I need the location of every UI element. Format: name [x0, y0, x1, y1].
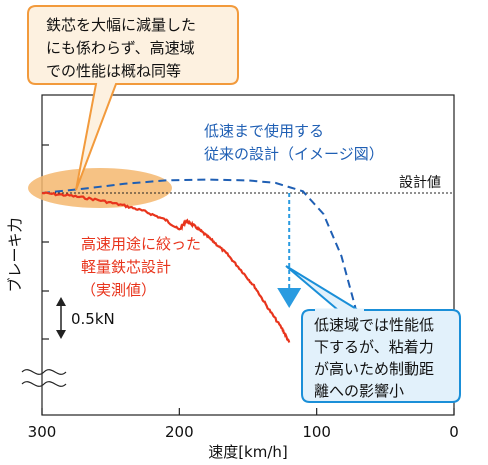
scale-bar: 0.5kN [56, 297, 115, 339]
lightweight-core-series [41, 191, 291, 343]
high-speed-highlight [28, 168, 172, 208]
x-axis-ticks [41, 408, 455, 415]
axis-break-icon [21, 369, 67, 387]
x-tick-label: 200 [165, 423, 194, 441]
bottom-callout: 低速域では性能低 下するが、粘着力 が高いため制動距 離への影響小 [285, 265, 461, 403]
design-value-label: 設計値 [399, 175, 441, 191]
x-tick-labels: 300 200 100 0 [28, 423, 459, 441]
bottom-callout-text: が高いため制動距 [314, 360, 434, 378]
measured-label-line: （実測値） [81, 281, 156, 299]
top-callout-text: 鉄芯を大幅に減量した [46, 16, 196, 34]
measured-series-label: 高速用途に絞った 軽量鉄芯設計 （実測値） [81, 235, 201, 299]
bottom-callout-text: 離への影響小 [314, 382, 404, 400]
top-callout-text: での性能は概ね同等 [46, 62, 181, 80]
x-axis-label: 速度[km/h] [208, 443, 288, 461]
conventional-series-label: 低速まで使用する 従来の設計（イメージ図） [204, 122, 384, 163]
x-tick-label: 100 [302, 423, 331, 441]
conventional-label-line: 従来の設計（イメージ図） [204, 145, 384, 163]
x-tick-label: 0 [449, 423, 459, 441]
bottom-callout-text: 低速域では性能低 [314, 316, 434, 334]
top-callout: 鉄芯を大幅に減量した にも係わらず、高速域 での性能は概ね同等 [27, 5, 239, 191]
scale-bar-label: 0.5kN [71, 310, 115, 328]
conventional-label-line: 低速まで使用する [204, 122, 324, 140]
measured-label-line: 高速用途に絞った [81, 235, 201, 253]
y-axis-ticks [42, 144, 49, 340]
measured-label-line: 軽量鉄芯設計 [81, 258, 171, 276]
y-axis-label: ブレーキ力 [6, 217, 24, 292]
bottom-callout-text: 下するが、粘着力 [314, 338, 434, 356]
x-tick-label: 300 [28, 423, 57, 441]
top-callout-text: にも係わらず、高速域 [46, 39, 195, 57]
plot-frame [41, 94, 455, 416]
